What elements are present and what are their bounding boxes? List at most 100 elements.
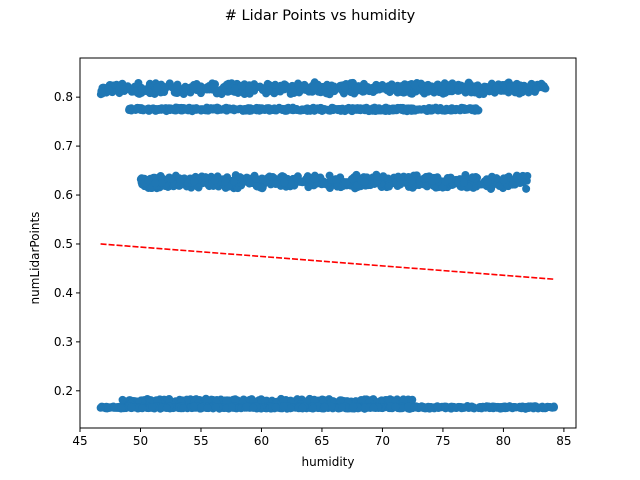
scatter-point	[157, 104, 166, 113]
scatter-point	[265, 104, 274, 113]
scatter-point	[423, 84, 432, 93]
scatter-point	[280, 178, 289, 187]
scatter-point	[310, 174, 319, 183]
scatter-point	[179, 404, 188, 413]
scatter-point	[414, 105, 423, 114]
x-tick-label: 45	[72, 434, 87, 448]
scatter-point	[468, 173, 477, 182]
scatter-point	[167, 104, 176, 113]
scatter-point	[175, 181, 184, 190]
scatter-point	[144, 176, 153, 185]
scatter-point	[213, 103, 222, 112]
scatter-point	[202, 84, 211, 93]
scatter-point	[508, 180, 517, 189]
scatter-point	[211, 403, 220, 412]
scatter-point	[378, 80, 387, 89]
scatter-point	[510, 83, 519, 92]
scatter-point	[332, 175, 341, 184]
scatter-point	[271, 80, 280, 89]
scatter-point	[349, 402, 358, 411]
scatter-point	[189, 402, 198, 411]
scatter-point	[301, 105, 310, 114]
scatter-point	[97, 87, 106, 96]
scatter-point	[509, 402, 518, 411]
scatter-point	[391, 402, 400, 411]
plot-frame	[79, 57, 577, 429]
scatter-point	[460, 403, 469, 412]
scatter-point	[138, 84, 147, 93]
scatter-point	[486, 184, 495, 193]
scatter-point	[125, 104, 134, 113]
y-tick-label: 0.6	[54, 188, 73, 202]
plot-area	[80, 58, 576, 428]
scatter-point	[210, 176, 219, 185]
scatter-point	[309, 103, 318, 112]
scatter-point	[322, 89, 331, 98]
scatter-point	[271, 403, 280, 412]
scatter-point	[433, 80, 442, 89]
scatter-point	[409, 403, 418, 412]
scatter-point	[288, 88, 297, 97]
x-tick-label: 75	[435, 434, 450, 448]
scatter-point	[404, 173, 413, 182]
scatter-point	[341, 178, 350, 187]
scatter-point	[286, 180, 295, 189]
scatter-point	[327, 402, 336, 411]
scatter-point	[396, 83, 405, 92]
scatter-point	[286, 404, 295, 413]
scatter-point	[458, 82, 467, 91]
scatter-point	[310, 84, 319, 93]
scatter-point	[153, 83, 162, 92]
scatter-point	[438, 183, 447, 192]
x-tick-label: 55	[193, 434, 208, 448]
scatter-point	[144, 87, 153, 96]
scatter-point	[202, 103, 211, 112]
trend-line	[100, 243, 555, 281]
x-tick-label: 60	[254, 434, 269, 448]
y-tick-label: 0.3	[54, 335, 73, 349]
scatter-point	[474, 404, 483, 413]
scatter-point	[213, 86, 222, 95]
scatter-point	[280, 85, 289, 94]
scatter-point	[396, 180, 405, 189]
y-tick-label: 0.8	[54, 90, 73, 104]
scatter-point	[546, 403, 555, 412]
scatter-point	[141, 105, 150, 114]
scatter-point	[420, 105, 429, 114]
scatter-point	[221, 177, 230, 186]
x-tick-label: 50	[133, 434, 148, 448]
scatter-point	[371, 106, 380, 115]
scatter-point	[162, 404, 171, 413]
scatter-point	[383, 86, 392, 95]
scatter-point	[521, 404, 530, 413]
y-axis-ticks: 0.2 0.3 0.4 0.5 0.6 0.7 0.8	[54, 90, 80, 398]
scatter-point	[329, 105, 338, 114]
scatter-point	[160, 83, 169, 92]
scatter-point	[364, 107, 373, 116]
scatter-point	[157, 179, 166, 188]
scatter-point	[138, 404, 147, 413]
scatter-point	[427, 403, 436, 412]
scatter-point	[294, 79, 303, 88]
scatter-point	[471, 85, 480, 94]
scatter-point	[297, 177, 306, 186]
scatter-point	[245, 179, 254, 188]
scatter-point	[249, 403, 258, 412]
scatter-point	[203, 404, 212, 413]
scatter-point	[422, 173, 431, 182]
scatter-point	[459, 178, 468, 187]
scatter-point	[485, 85, 494, 94]
scatter-point	[148, 403, 157, 412]
scatter-point	[383, 106, 392, 115]
x-tick-label: 80	[496, 434, 511, 448]
scatter-point	[434, 105, 443, 114]
scatter-point	[532, 85, 541, 94]
y-tick-label: 0.4	[54, 286, 73, 300]
scatter-point	[259, 175, 268, 184]
scatter-point	[110, 403, 119, 412]
scatter-point	[468, 403, 477, 412]
scatter-point	[522, 184, 531, 193]
y-tick-label: 0.7	[54, 139, 73, 153]
scatter-point	[308, 404, 317, 413]
